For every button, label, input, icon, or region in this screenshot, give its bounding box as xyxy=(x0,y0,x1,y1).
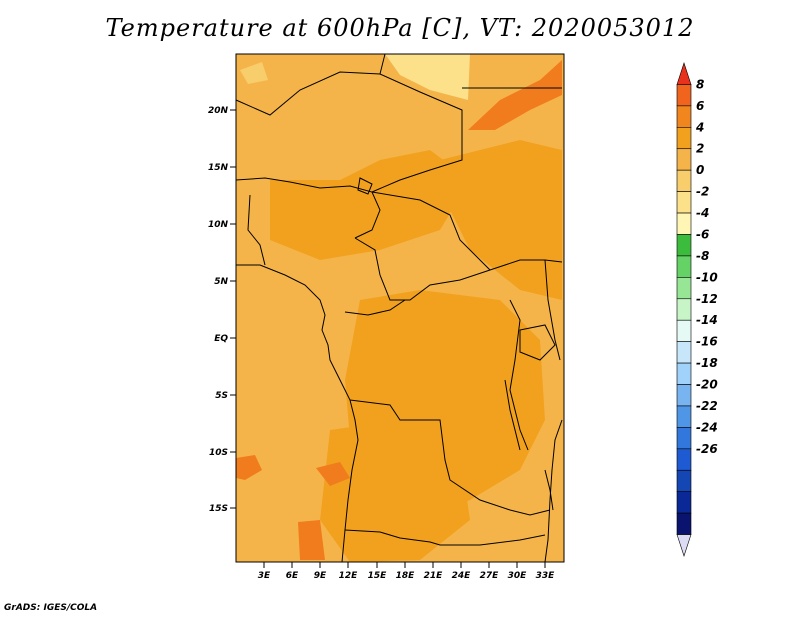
lat-tick-label: EQ xyxy=(214,334,228,344)
cool-region-north xyxy=(385,54,470,100)
colorbar-swatch xyxy=(676,62,692,85)
lake-victoria xyxy=(519,324,556,361)
colorbar-swatch xyxy=(676,127,692,150)
map-panel xyxy=(235,53,565,563)
colorbar-swatch xyxy=(676,212,692,235)
lon-tick-label: 24E xyxy=(452,571,472,581)
lat-axis: 20N 15N 10N 5N EQ 5S 10S 15S xyxy=(208,106,236,514)
cool-region-small xyxy=(240,62,268,84)
lon-tick-label: 21E xyxy=(424,571,444,581)
grads-credit: GrADS: IGES/COLA xyxy=(4,603,98,613)
colorbar-label: 2 xyxy=(696,142,704,156)
lat-tick-label: 15S xyxy=(209,504,228,514)
lon-tick-label: 3E xyxy=(258,571,271,581)
colorbar-label: -22 xyxy=(696,399,718,413)
lat-tick-label: 20N xyxy=(208,106,229,116)
border-central-1 xyxy=(354,237,563,301)
colorbar-label: 6 xyxy=(696,99,704,113)
colorbar-label: -26 xyxy=(696,442,718,456)
lat-tick-label: 5S xyxy=(215,391,228,401)
colorbar-label: -10 xyxy=(696,270,718,284)
colorbar-label: 4 xyxy=(695,120,704,134)
hot-region-southwest-1 xyxy=(236,455,262,480)
lat-tick-label: 5N xyxy=(214,277,228,287)
colorbar: 8 6 4 2 0 -2 -4 -6 -8 -10 -12 -14 -16 -18 -20 -22 -24 -26 xyxy=(676,62,718,557)
colorbar-swatch xyxy=(676,84,692,107)
border-sahel xyxy=(235,177,381,239)
lon-tick-label: 33E xyxy=(536,571,556,581)
colorbar-label: -2 xyxy=(696,185,709,199)
lake-malawi xyxy=(544,469,554,511)
border-east xyxy=(544,259,561,361)
colorbar-swatch xyxy=(676,469,692,492)
border-north-3 xyxy=(379,53,386,75)
colorbar-swatch xyxy=(676,341,692,364)
colorbar-swatch xyxy=(676,512,692,535)
colorbar-label: -24 xyxy=(696,420,718,434)
colorbar-swatch xyxy=(676,169,692,192)
lon-tick-label: 30E xyxy=(508,571,528,581)
borders xyxy=(235,53,563,563)
colorbar-swatch xyxy=(676,148,692,171)
colorbar-swatch xyxy=(676,427,692,450)
colorbar-swatch xyxy=(676,491,692,514)
lon-tick-label: 18E xyxy=(396,571,416,581)
border-south-1 xyxy=(344,529,546,546)
colorbar-swatch xyxy=(676,234,692,257)
colorbar-label: -8 xyxy=(696,249,709,263)
colorbar-swatch xyxy=(676,191,692,214)
lat-tick-label: 15N xyxy=(208,163,229,173)
coastline-east xyxy=(544,419,563,563)
warm-region-south xyxy=(320,420,470,562)
colorbar-label: -6 xyxy=(696,227,709,241)
border-congo-3 xyxy=(509,299,529,451)
colorbar-swatch xyxy=(676,298,692,321)
lon-tick-label: 12E xyxy=(339,571,359,581)
border-congo-1 xyxy=(344,299,406,316)
colorbar-swatch xyxy=(676,277,692,300)
colorbar-label: -12 xyxy=(696,292,718,306)
colorbar-label: -20 xyxy=(696,378,718,392)
border-congo-2 xyxy=(349,399,551,516)
colorbar-swatch xyxy=(676,105,692,128)
lon-tick-label: 9E xyxy=(314,571,327,581)
chart-title: Temperature at 600hPa [C], VT: 202005301… xyxy=(105,14,695,42)
colorbar-swatch xyxy=(676,362,692,385)
colorbar-label: -4 xyxy=(696,206,709,220)
colorbar-swatch xyxy=(676,448,692,471)
lake-chad xyxy=(357,177,373,195)
colorbar-swatch xyxy=(676,384,692,407)
border-north-1 xyxy=(235,71,463,193)
lake-tanganyika xyxy=(504,379,521,451)
colorbar-label: -14 xyxy=(696,313,718,327)
border-central-2 xyxy=(371,191,491,271)
coastline-west xyxy=(236,264,359,563)
map-border xyxy=(235,53,565,563)
hot-region-southwest-3 xyxy=(298,520,325,560)
colorbar-swatch xyxy=(676,319,692,342)
hot-region-southwest-2 xyxy=(316,462,350,486)
colorbar-swatch xyxy=(676,405,692,428)
warm-region-north xyxy=(270,150,470,260)
lon-axis: 3E 6E 9E 12E 15E 18E 21E 24E 27E 30E 33E xyxy=(258,562,555,581)
hot-region-northeast xyxy=(468,60,562,130)
colorbar-label: 8 xyxy=(696,77,704,91)
colorbar-label: -16 xyxy=(696,335,718,349)
lat-tick-label: 10S xyxy=(209,448,228,458)
lon-tick-label: 15E xyxy=(368,571,388,581)
border-west-states xyxy=(247,194,266,266)
colorbar-label: 0 xyxy=(696,163,704,177)
lon-tick-label: 27E xyxy=(480,571,500,581)
colorbar-swatch xyxy=(676,255,692,278)
colorbar-label: -18 xyxy=(696,356,718,370)
colorbar-swatch xyxy=(676,534,692,557)
lon-tick-label: 6E xyxy=(286,571,299,581)
lat-tick-label: 10N xyxy=(208,220,229,230)
